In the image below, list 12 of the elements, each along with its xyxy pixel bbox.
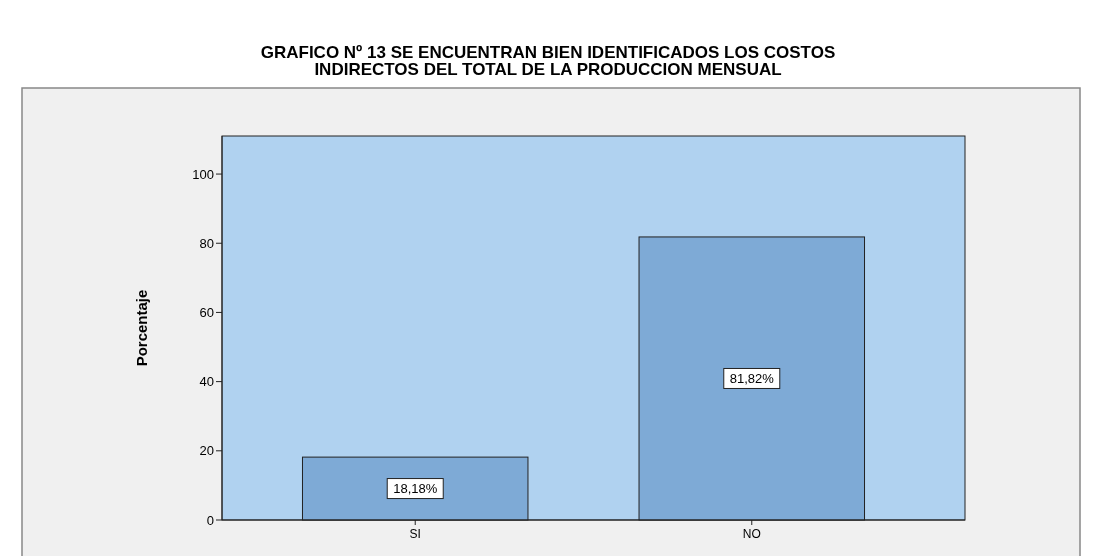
y-tick-label: 80 <box>199 235 214 251</box>
y-tick-label: 0 <box>206 512 214 528</box>
chart-title: GRAFICO Nº 13 SE ENCUENTRAN BIEN IDENTIFICADOS LOS COSTOS INDIRECTOS DEL TOTAL DE LA PRODUCCION MENSUAL <box>260 43 836 79</box>
y-tick-label: 100 <box>192 166 214 182</box>
x-tick-label: NO <box>742 527 761 541</box>
y-tick-label: 60 <box>199 304 214 320</box>
data-label: 81,82% <box>729 371 775 387</box>
y-tick-label: 40 <box>199 374 214 390</box>
x-tick-label: SI <box>409 527 421 541</box>
data-label: 18,18% <box>393 481 438 497</box>
y-tick-label: 20 <box>199 443 214 459</box>
y-axis-title: Porcentaje <box>133 289 150 367</box>
